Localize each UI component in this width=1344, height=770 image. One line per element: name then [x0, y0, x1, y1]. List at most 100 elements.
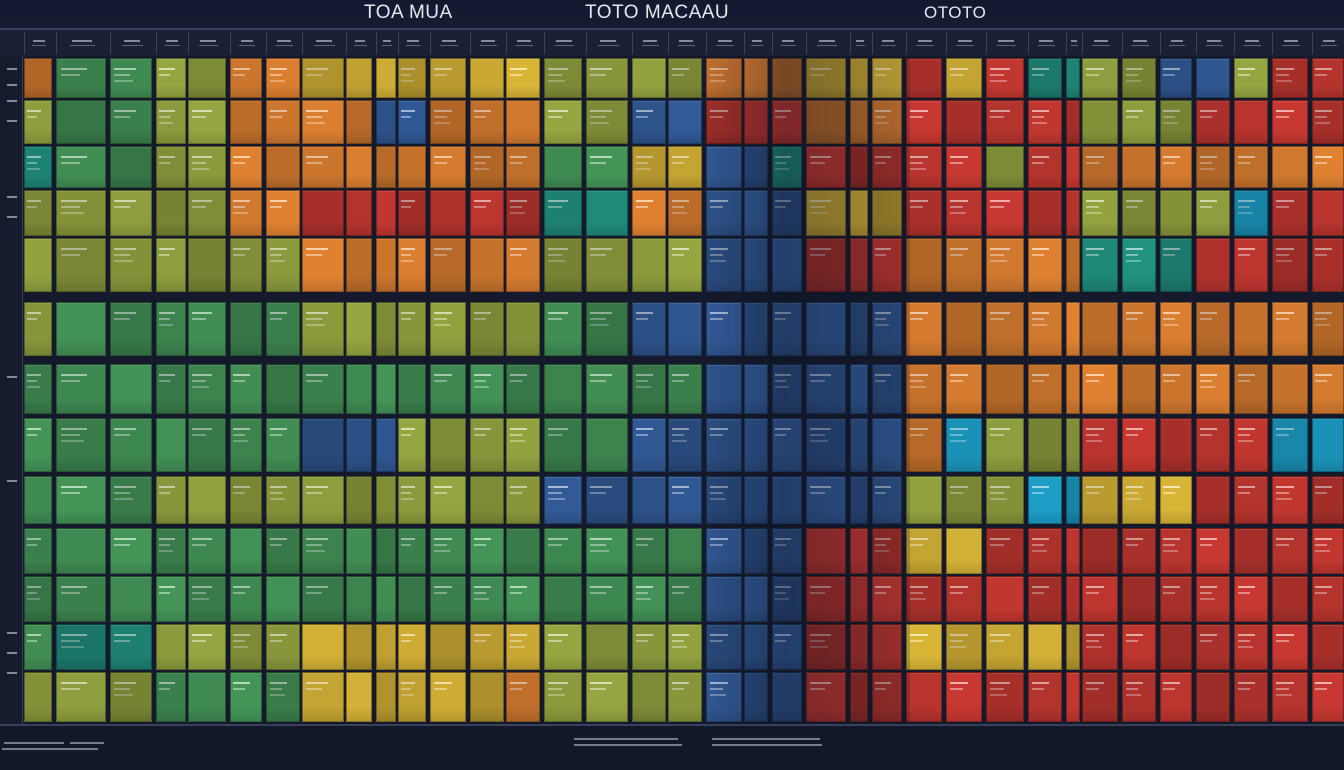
- tile[interactable]: [1272, 238, 1308, 292]
- tile[interactable]: [1234, 302, 1268, 356]
- tile[interactable]: [806, 672, 846, 722]
- column-header-cell[interactable]: [302, 32, 345, 54]
- tile[interactable]: [398, 672, 426, 722]
- tile[interactable]: [1160, 624, 1192, 670]
- tile[interactable]: [872, 528, 902, 574]
- tile[interactable]: [430, 146, 466, 188]
- tile[interactable]: [1082, 302, 1118, 356]
- tile[interactable]: [24, 100, 52, 144]
- column-header-cell[interactable]: [1028, 32, 1063, 54]
- tile[interactable]: [24, 528, 52, 574]
- tile[interactable]: [1272, 672, 1308, 722]
- tile[interactable]: [346, 418, 372, 472]
- tile[interactable]: [806, 576, 846, 622]
- tile[interactable]: [302, 672, 344, 722]
- tile[interactable]: [806, 624, 846, 670]
- tile[interactable]: [632, 624, 666, 670]
- tile[interactable]: [668, 302, 702, 356]
- tile[interactable]: [1272, 302, 1308, 356]
- tile[interactable]: [470, 302, 504, 356]
- tile[interactable]: [986, 476, 1024, 524]
- tile[interactable]: [1234, 146, 1268, 188]
- tile[interactable]: [986, 364, 1024, 414]
- tile[interactable]: [772, 418, 802, 472]
- tile[interactable]: [1122, 672, 1156, 722]
- tile[interactable]: [986, 528, 1024, 574]
- tile[interactable]: [850, 238, 868, 292]
- tile[interactable]: [772, 302, 802, 356]
- tile[interactable]: [266, 302, 300, 356]
- tile[interactable]: [110, 302, 152, 356]
- tile[interactable]: [376, 364, 396, 414]
- tile[interactable]: [986, 576, 1024, 622]
- tile[interactable]: [346, 302, 372, 356]
- tile[interactable]: [744, 238, 768, 292]
- tile[interactable]: [986, 58, 1024, 98]
- tile[interactable]: [1196, 528, 1230, 574]
- tile[interactable]: [946, 364, 982, 414]
- column-header-cell[interactable]: [56, 32, 107, 54]
- tile[interactable]: [398, 476, 426, 524]
- tile[interactable]: [1066, 476, 1080, 524]
- tile[interactable]: [110, 58, 152, 98]
- tile[interactable]: [1066, 58, 1080, 98]
- tile[interactable]: [230, 238, 262, 292]
- column-header-cell[interactable]: [376, 32, 397, 54]
- tile[interactable]: [946, 190, 982, 236]
- tile[interactable]: [56, 58, 106, 98]
- tile[interactable]: [56, 100, 106, 144]
- tile[interactable]: [632, 58, 666, 98]
- tile[interactable]: [1082, 418, 1118, 472]
- tile[interactable]: [376, 100, 396, 144]
- tile[interactable]: [1160, 190, 1192, 236]
- tile[interactable]: [544, 364, 582, 414]
- tile[interactable]: [850, 476, 868, 524]
- tile[interactable]: [850, 672, 868, 722]
- column-header-cell[interactable]: [772, 32, 803, 54]
- tile[interactable]: [906, 58, 942, 98]
- tile[interactable]: [906, 672, 942, 722]
- tile[interactable]: [156, 302, 186, 356]
- tile[interactable]: [772, 476, 802, 524]
- tile[interactable]: [946, 418, 982, 472]
- tile[interactable]: [376, 672, 396, 722]
- tile[interactable]: [946, 58, 982, 98]
- tile[interactable]: [986, 624, 1024, 670]
- column-header-cell[interactable]: [1234, 32, 1269, 54]
- tile[interactable]: [1272, 100, 1308, 144]
- tile[interactable]: [506, 100, 540, 144]
- tile[interactable]: [544, 302, 582, 356]
- tile[interactable]: [872, 58, 902, 98]
- tile[interactable]: [156, 100, 186, 144]
- tile[interactable]: [398, 418, 426, 472]
- tile[interactable]: [1272, 146, 1308, 188]
- tile[interactable]: [24, 624, 52, 670]
- tile[interactable]: [1312, 238, 1344, 292]
- tile[interactable]: [906, 624, 942, 670]
- tile[interactable]: [188, 302, 226, 356]
- tile[interactable]: [1160, 100, 1192, 144]
- tile[interactable]: [1312, 364, 1344, 414]
- tile[interactable]: [1066, 302, 1080, 356]
- column-header-cell[interactable]: [806, 32, 847, 54]
- tile[interactable]: [506, 624, 540, 670]
- tile[interactable]: [398, 100, 426, 144]
- tile[interactable]: [872, 364, 902, 414]
- tile[interactable]: [56, 302, 106, 356]
- tile[interactable]: [56, 238, 106, 292]
- tile[interactable]: [772, 238, 802, 292]
- tile[interactable]: [772, 528, 802, 574]
- tile[interactable]: [1312, 58, 1344, 98]
- tile[interactable]: [1234, 624, 1268, 670]
- tile[interactable]: [1082, 100, 1118, 144]
- tile[interactable]: [266, 190, 300, 236]
- tile[interactable]: [188, 100, 226, 144]
- tile[interactable]: [706, 476, 742, 524]
- tile[interactable]: [1160, 576, 1192, 622]
- tile[interactable]: [1196, 624, 1230, 670]
- tile[interactable]: [302, 418, 344, 472]
- tile[interactable]: [470, 364, 504, 414]
- tile[interactable]: [986, 190, 1024, 236]
- tile[interactable]: [1122, 418, 1156, 472]
- column-header-cell[interactable]: [346, 32, 373, 54]
